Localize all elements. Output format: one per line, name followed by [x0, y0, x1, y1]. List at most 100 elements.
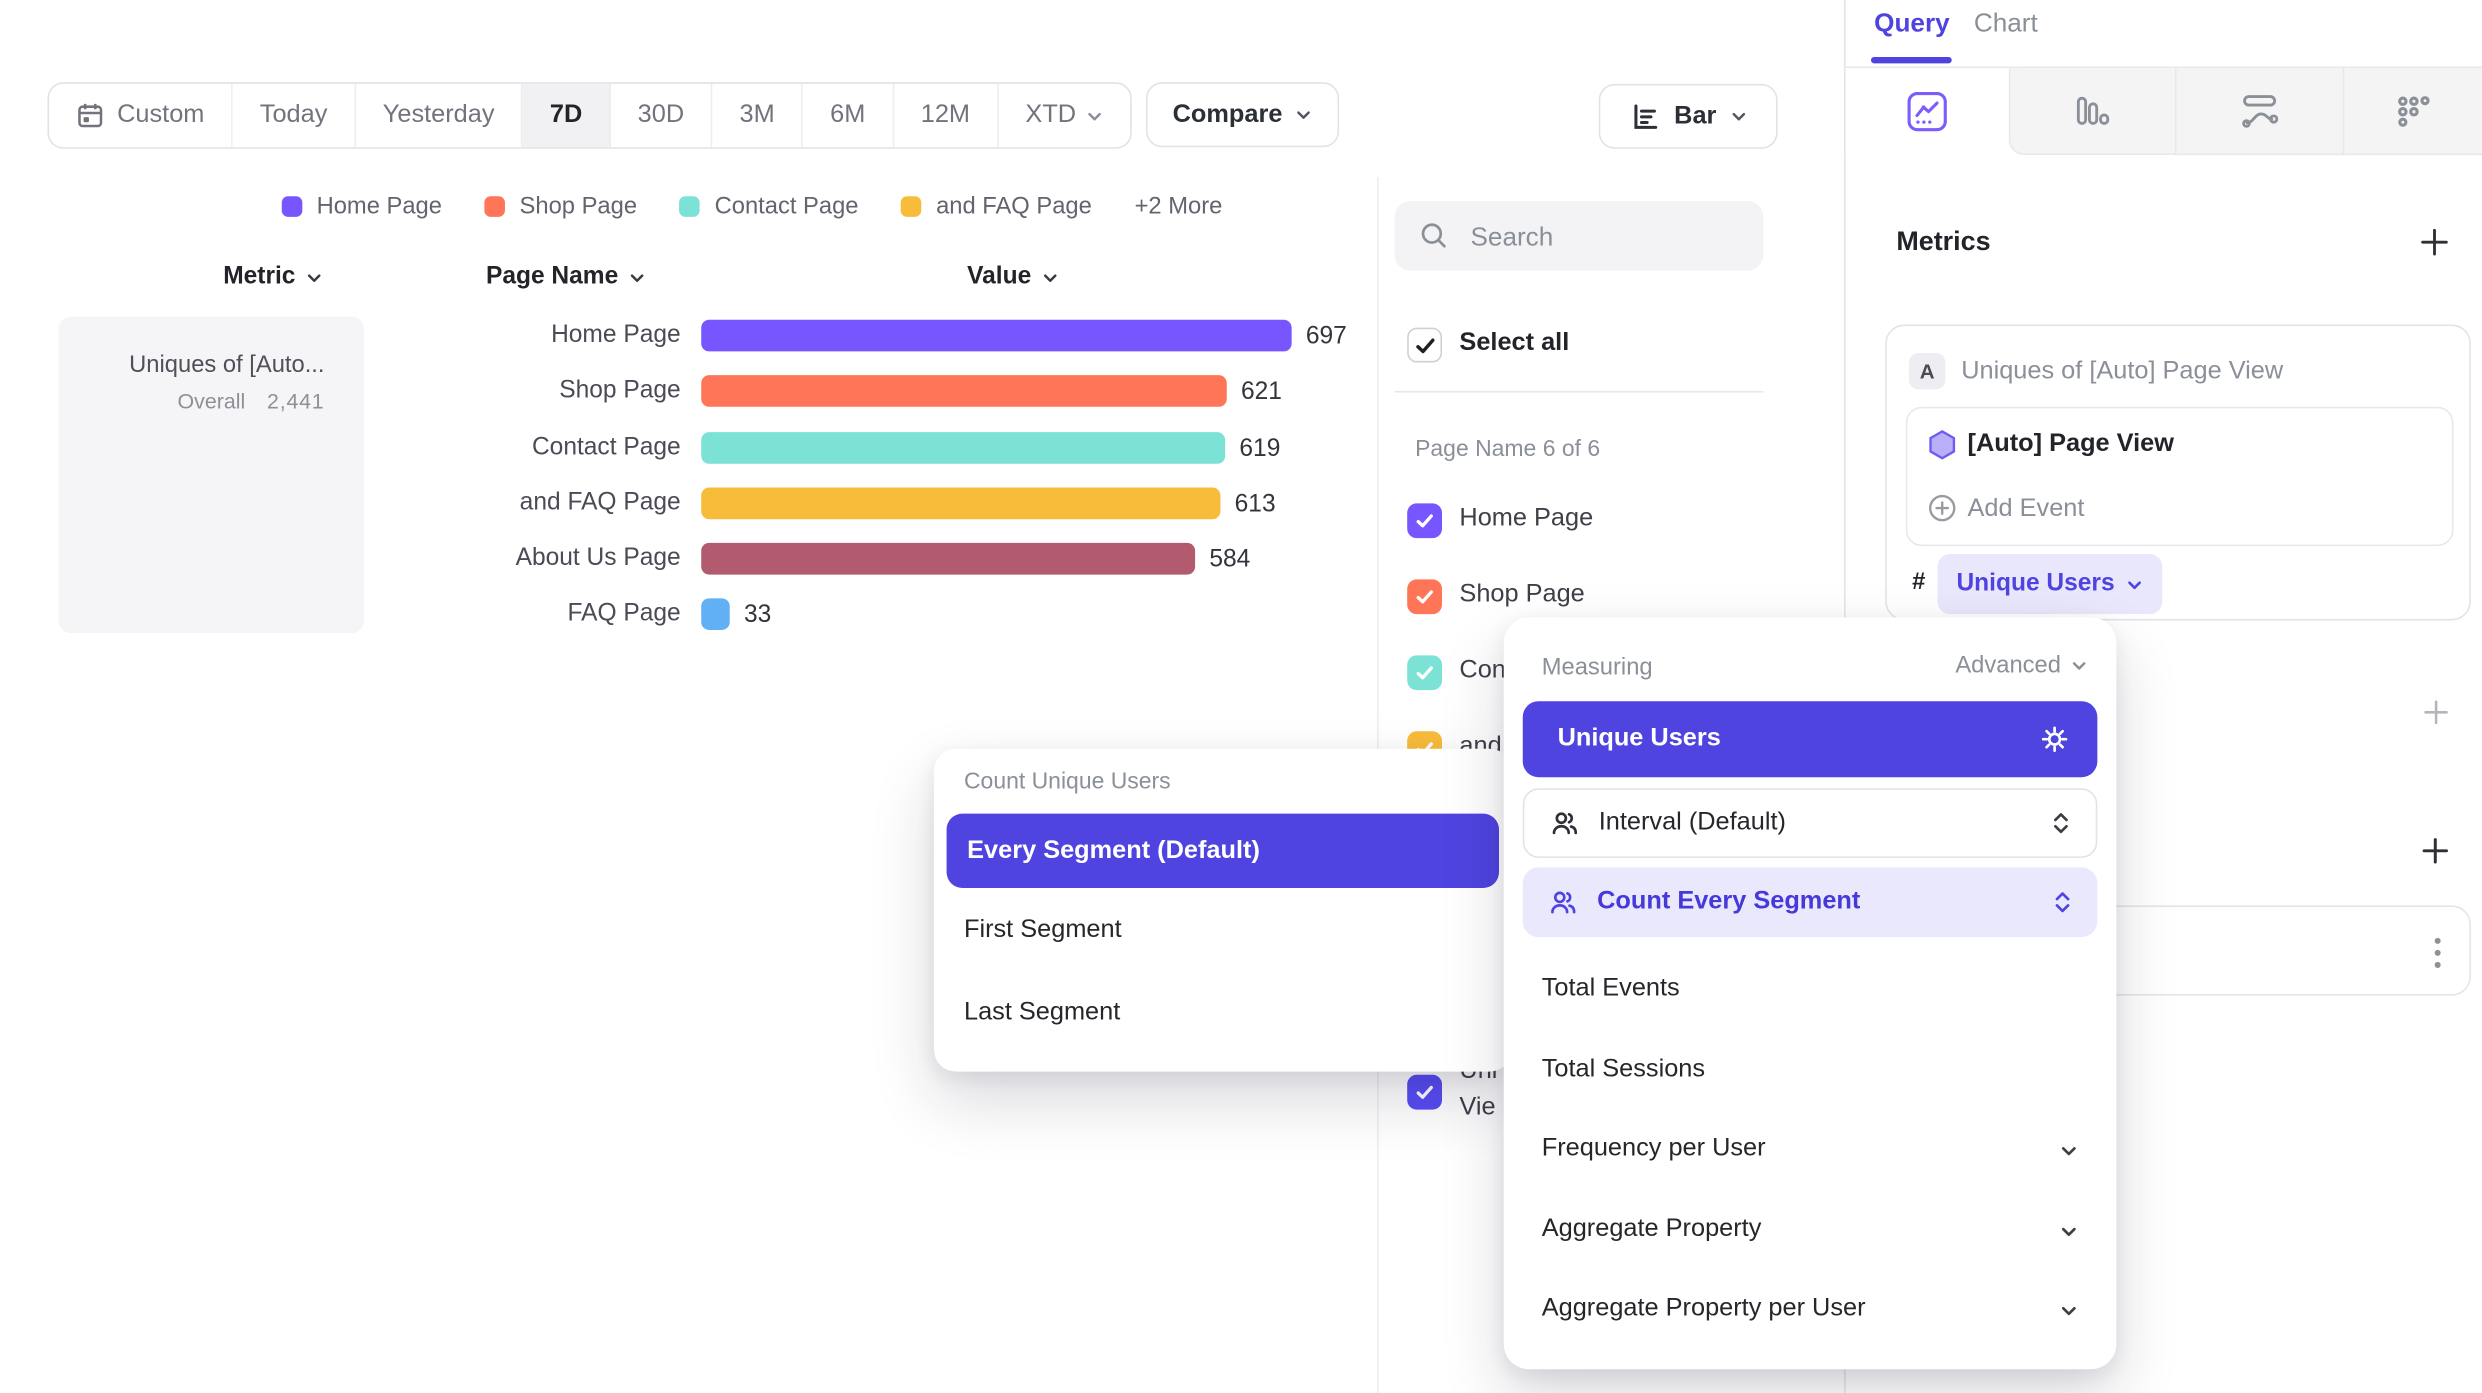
bar-contact-page[interactable] [701, 432, 1226, 464]
metrics-heading: Metrics [1896, 226, 1991, 257]
date-range-label: 12M [920, 101, 971, 129]
filter-item-label[interactable]: Vie [1459, 1093, 1496, 1121]
checkbox-shop-page[interactable] [1407, 579, 1443, 615]
legend-swatch [679, 196, 701, 217]
select-all-checkbox[interactable] [1407, 327, 1443, 363]
bar-value: 33 [743, 601, 772, 629]
row-label: FAQ Page [567, 599, 681, 627]
option-aggregate-property-per-user[interactable]: Aggregate Property per User [1541, 1294, 1866, 1322]
option-total-events[interactable]: Total Events [1541, 975, 1680, 1002]
legend-more-link[interactable]: +2 More [1134, 193, 1223, 221]
advanced-dropdown[interactable]: Advanced [1955, 652, 2088, 679]
column-header-metric[interactable]: Metric [223, 263, 322, 291]
overall-value: 2,441 [267, 389, 325, 414]
chevron-down-icon[interactable] [2059, 1141, 2078, 1160]
count-mode-selector[interactable]: Count Every Segment [1522, 867, 2098, 938]
date-range-yesterday[interactable]: Yesterday [356, 83, 524, 148]
header-label: Page Name [485, 262, 619, 290]
search-input[interactable] [1467, 201, 1759, 274]
option-last-segment[interactable]: Last Segment [963, 998, 1121, 1026]
add-metric-button[interactable] [2420, 228, 2448, 256]
viz-tab-flows[interactable] [2174, 68, 2343, 156]
interval-selector[interactable]: Interval (Default) [1522, 788, 2098, 858]
gear-icon[interactable] [2040, 725, 2068, 753]
calendar-icon [76, 101, 104, 129]
event-name[interactable]: [Auto] Page View [1967, 430, 2174, 458]
bar-home-page[interactable] [701, 319, 1292, 352]
measure-dropdown[interactable]: Unique Users [1937, 554, 2163, 615]
filter-item-label[interactable]: Shop Page [1459, 580, 1585, 608]
viz-tab-insights-active[interactable] [1845, 68, 2009, 156]
chevron-down-icon [1731, 108, 1748, 125]
metric-badge: A [1908, 352, 1946, 390]
chart-type-dropdown[interactable]: Bar [1598, 83, 1778, 149]
stepper-icon [2053, 890, 2072, 915]
option-unique-users-selected[interactable]: Unique Users [1522, 701, 2098, 778]
chevron-down-icon [305, 268, 322, 285]
chevron-down-icon [1086, 107, 1103, 124]
chevron-down-icon[interactable] [2059, 1222, 2078, 1241]
option-every-segment-selected[interactable]: Every Segment (Default) [946, 813, 1500, 889]
date-range-label: 7D [549, 101, 583, 129]
legend-item[interactable]: Contact Page [679, 193, 859, 220]
chevron-down-icon [2070, 657, 2087, 674]
date-range-label: XTD [1025, 101, 1077, 129]
bar-shop-page[interactable] [701, 375, 1227, 407]
date-range-custom[interactable]: Custom [49, 83, 233, 148]
metric-card: A Uniques of [Auto] Page View [Auto] Pag… [1885, 324, 2471, 621]
viz-tab-funnels[interactable] [2008, 68, 2175, 156]
option-total-sessions[interactable]: Total Sessions [1541, 1055, 1706, 1083]
date-range-label: 3M [739, 101, 775, 129]
checkbox-contact-page[interactable] [1407, 655, 1443, 691]
metric-title: Uniques of [Auto... [129, 351, 325, 379]
chevron-down-icon[interactable] [2059, 1301, 2078, 1320]
filter-item-label[interactable]: Home Page [1459, 504, 1594, 532]
checkbox-home-page[interactable] [1407, 503, 1443, 539]
bar-faq-page[interactable] [701, 598, 730, 630]
legend-swatch [484, 196, 506, 217]
add-filter-button[interactable] [2423, 700, 2448, 725]
date-range-30d[interactable]: 30D [611, 83, 713, 148]
legend-label: and FAQ Page [936, 193, 1092, 221]
kebab-menu-icon[interactable] [2434, 937, 2441, 969]
date-range-3m[interactable]: 3M [713, 83, 804, 148]
legend-swatch [901, 196, 922, 217]
date-range-12m[interactable]: 12M [894, 83, 999, 148]
checkbox-series-item[interactable] [1407, 1074, 1443, 1110]
count-segment-popover: Count Unique Users Every Segment (Defaul… [933, 748, 1512, 1072]
metric-cell[interactable]: Uniques of [Auto... Overall 2,441 [58, 316, 365, 634]
chevron-down-icon [628, 268, 645, 285]
date-range-7d-selected[interactable]: 7D [523, 83, 611, 148]
bar-and-faq-page[interactable] [701, 487, 1221, 520]
option-label: Count Every Segment [1597, 888, 1861, 915]
hexagon-icon [1926, 429, 1958, 461]
option-first-segment[interactable]: First Segment [963, 916, 1122, 944]
viz-tab-retention[interactable] [2342, 68, 2482, 156]
compare-label: Compare [1172, 100, 1283, 128]
metric-card-title: Uniques of [Auto] Page View [1961, 357, 2284, 385]
date-range-today[interactable]: Today [233, 83, 356, 148]
legend-item[interactable]: and FAQ Page [901, 193, 1092, 220]
legend-item[interactable]: Shop Page [484, 193, 637, 220]
date-range-xtd[interactable]: XTD [999, 84, 1130, 147]
option-frequency-per-user[interactable]: Frequency per User [1541, 1134, 1766, 1162]
bar-value: 619 [1239, 435, 1281, 463]
column-header-value[interactable]: Value [967, 263, 1058, 291]
tab-query[interactable]: Query [1874, 9, 1950, 38]
option-aggregate-property[interactable]: Aggregate Property [1541, 1215, 1762, 1243]
column-header-page-name[interactable]: Page Name [486, 263, 645, 291]
measure-label: Unique Users [1956, 569, 2115, 597]
scatter-dots-icon [2393, 90, 2434, 131]
advanced-label: Advanced [1955, 652, 2061, 680]
add-event-button[interactable]: Add Event [1967, 495, 2085, 523]
measuring-popover: Measuring Advanced Unique Users Interval… [1503, 617, 2117, 1370]
add-breakdown-button[interactable] [2422, 837, 2449, 864]
search-icon [1418, 220, 1450, 252]
tab-chart[interactable]: Chart [1973, 9, 2038, 38]
date-range-6m[interactable]: 6M [803, 83, 894, 148]
compare-button[interactable]: Compare [1146, 82, 1340, 148]
bar-value: 697 [1305, 322, 1347, 350]
bar-about-us-page[interactable] [701, 542, 1196, 575]
option-label: Every Segment (Default) [967, 836, 1260, 864]
legend-item[interactable]: Home Page [281, 193, 442, 220]
